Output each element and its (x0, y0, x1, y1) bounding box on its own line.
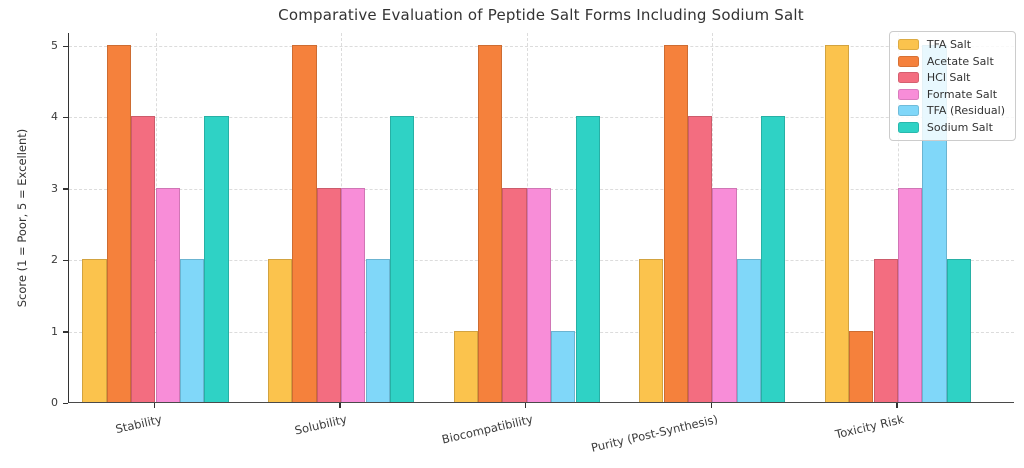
y-tick-mark-5 (63, 45, 68, 47)
legend-label: Sodium Salt (926, 120, 993, 134)
legend-swatch-icon (897, 55, 919, 67)
h-gridline-5 (69, 46, 1014, 47)
bar-acetate-salt-purity-post-synthesis (663, 45, 688, 402)
bar-tfa-salt-biocompatibility (453, 330, 478, 402)
y-tick-mark-2 (63, 259, 68, 262)
bar-hcl-salt-purity-post-synthesis (687, 116, 713, 402)
legend-label: HCl Salt (926, 71, 971, 84)
bar-acetate-salt-stability (106, 45, 132, 402)
bar-formate-salt-biocompatibility (526, 187, 552, 402)
bar-sodium-salt-purity-post-synthesis (761, 116, 786, 402)
x-tick-label-solubility: Solubility (293, 412, 349, 438)
x-tick-mark-biocompatibility (524, 403, 527, 408)
legend-label: Formate Salt (926, 87, 998, 101)
x-tick-mark-solubility (339, 403, 341, 408)
legend-item-acetate-salt: Acetate Salt (897, 54, 1005, 68)
bar-acetate-salt-biocompatibility (477, 45, 503, 402)
legend-item-tfa-residual: TFA (Residual) (897, 104, 1005, 117)
x-tick-mark-purity-post-synthesis (710, 403, 713, 408)
bar-formate-salt-purity-post-synthesis (712, 187, 737, 402)
bar-formate-salt-toxicity-risk (897, 187, 923, 402)
bar-hcl-salt-toxicity-risk (873, 259, 898, 402)
legend-label: TFA Salt (926, 38, 972, 51)
bar-tfa-residual-stability (179, 259, 205, 402)
y-tick-mark-1 (63, 331, 68, 333)
x-tick-label-toxicity-risk: Toxicity Risk (833, 412, 906, 442)
y-tick-mark-3 (63, 188, 68, 190)
bar-formate-salt-solubility (341, 187, 366, 402)
y-tick-mark-4 (63, 116, 68, 119)
x-tick-mark-toxicity-risk (896, 403, 898, 408)
x-tick-mark-stability (153, 403, 156, 408)
y-tick-label-3: 3 (51, 181, 58, 195)
bar-sodium-salt-solubility (389, 116, 415, 402)
y-tick-label-2: 2 (51, 253, 58, 267)
y-tick-label-5: 5 (51, 39, 58, 52)
plot-area (68, 33, 1014, 403)
legend-item-formate-salt: Formate Salt (897, 87, 1005, 101)
y-tick-label-1: 1 (51, 324, 58, 338)
bar-tfa-salt-stability (82, 259, 107, 402)
legend-item-sodium-salt: Sodium Salt (897, 120, 1005, 134)
bar-tfa-residual-solubility (365, 259, 390, 402)
legend-item-hcl-salt: HCl Salt (897, 71, 1005, 84)
legend: TFA Salt Acetate Salt HCl Salt Formate Salt… (888, 31, 1016, 141)
x-tick-label-purity-post-synthesis: Purity (Post-Synthesis) (590, 412, 720, 455)
legend-swatch-icon (897, 105, 919, 116)
legend-swatch-icon (897, 72, 919, 83)
bar-sodium-salt-toxicity-risk (946, 259, 972, 402)
bar-hcl-salt-stability (131, 116, 156, 402)
bar-tfa-residual-biocompatibility (551, 330, 576, 402)
bar-sodium-salt-biocompatibility (575, 116, 600, 402)
bar-tfa-residual-purity-post-synthesis (736, 259, 762, 402)
bar-tfa-salt-purity-post-synthesis (639, 259, 664, 402)
bar-tfa-salt-toxicity-risk (824, 45, 850, 402)
bar-hcl-salt-solubility (316, 187, 342, 402)
legend-swatch-icon (897, 121, 919, 133)
chart-title: Comparative Evaluation of Peptide Salt F… (278, 6, 804, 24)
legend-swatch-icon (897, 88, 919, 100)
bar-sodium-salt-stability (204, 116, 229, 402)
legend-item-tfa-salt: TFA Salt (897, 38, 1005, 51)
y-tick-label-0: 0 (51, 396, 58, 409)
bar-hcl-salt-biocompatibility (502, 187, 527, 402)
legend-swatch-icon (897, 39, 919, 50)
bar-acetate-salt-solubility (292, 45, 317, 402)
bar-tfa-salt-solubility (267, 259, 293, 402)
x-tick-label-biocompatibility: Biocompatibility (440, 412, 534, 447)
legend-label: TFA (Residual) (926, 104, 1005, 117)
bar-acetate-salt-toxicity-risk (849, 330, 874, 402)
y-tick-mark-0 (63, 402, 68, 404)
h-gridline-4 (69, 117, 1014, 119)
legend-label: Acetate Salt (926, 54, 994, 68)
bar-formate-salt-stability (155, 187, 180, 402)
y-tick-label-4: 4 (51, 110, 58, 124)
